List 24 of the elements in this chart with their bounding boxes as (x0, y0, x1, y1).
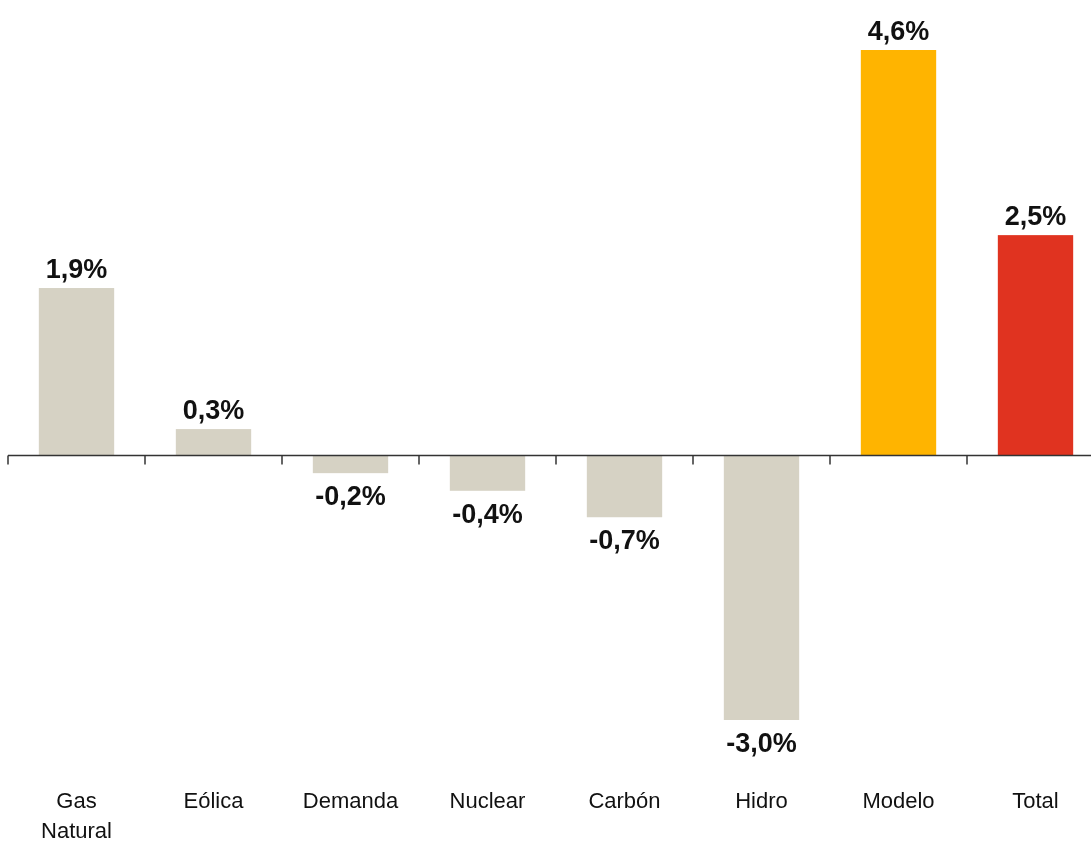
x-tick-label: Demanda (302, 788, 399, 813)
x-tick-label: Hidro (735, 788, 788, 813)
data-label: 4,6% (867, 16, 930, 46)
bar (586, 455, 663, 518)
bar (449, 455, 526, 491)
x-tick-label: Eólica (183, 788, 245, 813)
data-label: -0,7% (589, 525, 660, 556)
bar (860, 50, 937, 456)
x-tick-label: Total (1012, 788, 1059, 813)
bar (723, 455, 800, 720)
data-label: 1,9% (45, 254, 108, 285)
x-tick-label: Modelo (862, 788, 935, 813)
bar (312, 455, 389, 474)
x-tick-label: Nuclear (449, 788, 526, 813)
data-label: 0,3% (182, 395, 245, 426)
x-tick-label: Carbón (588, 788, 661, 813)
bar (38, 288, 115, 456)
bar (175, 429, 252, 456)
data-label: -0,4% (452, 498, 523, 529)
data-label: -3,0% (726, 728, 797, 758)
data-label: -0,2% (315, 481, 386, 512)
data-label: 2,5% (1004, 201, 1067, 232)
x-tick-label: Gas Natural (41, 788, 112, 842)
bar (997, 235, 1074, 456)
